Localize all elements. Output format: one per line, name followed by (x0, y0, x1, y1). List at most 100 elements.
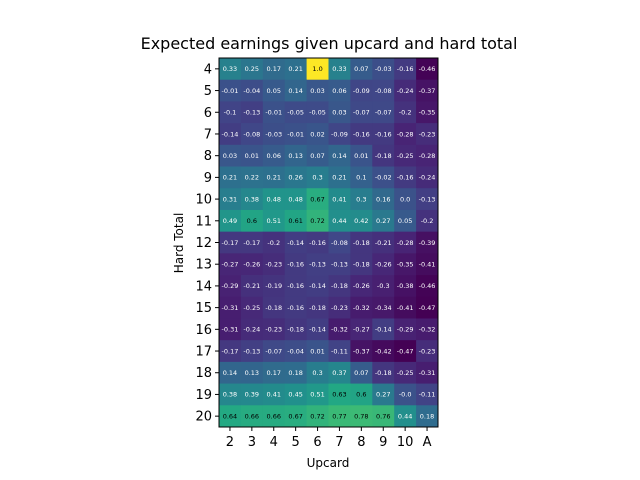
cell-value-label: 0.01 (245, 152, 259, 160)
heatmap-cell (350, 209, 373, 233)
cell-value-label: 0.21 (332, 174, 346, 182)
heatmap-cell (372, 166, 395, 189)
heatmap-cell (306, 405, 329, 428)
cell-value-label: -0.13 (331, 261, 348, 269)
x-tick-label: 9 (379, 435, 387, 450)
y-tick-label: 10 (195, 193, 212, 208)
cell-value-label: 0.07 (310, 152, 324, 160)
cell-value-label: -0.18 (375, 369, 392, 377)
heatmap-cell (350, 253, 373, 276)
cell-value-label: 0.66 (267, 412, 281, 420)
cell-value-label: -0.17 (222, 239, 239, 247)
cell-value-label: -0.14 (309, 282, 326, 290)
y-tick-label: 15 (195, 301, 212, 316)
cell-value-label: 0.25 (245, 65, 259, 73)
cell-value-label: -0.08 (331, 239, 348, 247)
cell-value-label: -0.18 (287, 326, 304, 334)
heatmap-cell (284, 58, 307, 81)
heatmap-cell (219, 231, 242, 254)
cell-value-label: -0.28 (397, 130, 414, 138)
cell-value-label: 0.3 (312, 369, 322, 377)
heatmap-cell (262, 231, 286, 254)
cell-value-label: -0.16 (375, 130, 392, 138)
heatmap-cell (394, 340, 417, 363)
cell-value-label: 0.48 (288, 195, 302, 203)
heatmap-cell (350, 144, 373, 167)
heatmap-cell (306, 101, 329, 124)
heatmap-cell (306, 144, 329, 167)
cell-value-label: -0.25 (243, 304, 260, 312)
cell-value-label: 0.1 (356, 174, 366, 182)
cell-value-label: 0.03 (223, 152, 237, 160)
y-tick-label: 4 (204, 62, 212, 77)
cell-value-label: 0.21 (267, 174, 281, 182)
cell-value-label: -0.18 (309, 304, 326, 312)
heatmap-cell (306, 296, 329, 319)
heatmap-cell (240, 166, 264, 189)
heatmap-cell (416, 101, 439, 124)
heatmap-cell (372, 405, 395, 428)
cell-value-label: -0.23 (331, 304, 348, 312)
y-tick-label: 14 (195, 279, 212, 294)
x-tick-label: 8 (357, 435, 365, 450)
heatmap-cell (372, 318, 395, 341)
heatmap-cell (219, 340, 242, 363)
heatmap-cell (328, 144, 351, 167)
cell-value-label: 0.44 (398, 412, 412, 420)
heatmap-cell (262, 275, 286, 298)
x-tick-label: 4 (270, 435, 278, 450)
cell-value-label: -0.29 (397, 326, 414, 334)
cell-value-label: 0.38 (245, 195, 259, 203)
cell-value-label: 0.41 (332, 195, 346, 203)
cell-value-label: -0.32 (419, 326, 436, 334)
y-tick-label: 6 (204, 106, 212, 121)
heatmap-cell (416, 361, 439, 384)
x-axis-label: Upcard (307, 456, 350, 470)
cell-value-label: -0.17 (222, 347, 239, 355)
cell-value-label: 0.13 (288, 152, 302, 160)
heatmap-cell (416, 144, 439, 167)
cell-value-label: -0.2 (267, 239, 280, 247)
cell-value-label: -0.02 (375, 174, 392, 182)
heatmap-cell (240, 144, 264, 167)
cell-value-label: 0.16 (376, 195, 390, 203)
heatmap-cell (240, 79, 264, 102)
heatmap-cell (219, 79, 242, 102)
cell-value-label: -0.23 (265, 261, 282, 269)
heatmap-cell (284, 405, 307, 428)
cell-value-label: -0.46 (419, 65, 436, 73)
chart-title: Expected earnings given upcard and hard … (141, 34, 518, 53)
heatmap-cell (372, 275, 395, 298)
cell-value-label: -0.26 (375, 261, 392, 269)
cell-value-label: 0.14 (223, 369, 237, 377)
heatmap-cell (350, 231, 373, 254)
cell-value-label: -0.16 (397, 65, 414, 73)
heatmap-cell (416, 166, 439, 189)
cell-value-label: -0.21 (375, 239, 392, 247)
cell-value-label: 0.27 (376, 391, 390, 399)
cell-value-label: -0.16 (397, 174, 414, 182)
cell-value-label: -0.1 (224, 109, 237, 117)
heatmap-cell (328, 166, 351, 189)
x-tick-label: 2 (226, 435, 234, 450)
heatmap-cell (240, 340, 264, 363)
heatmap-cell (394, 296, 417, 319)
heatmap-cell (416, 209, 439, 233)
heatmap-cell (219, 253, 242, 276)
heatmap-cell (262, 318, 286, 341)
heatmap-cell (284, 361, 307, 384)
heatmap-cell (394, 383, 417, 406)
x-tick-label: 7 (335, 435, 343, 450)
cell-value-label: -0.28 (419, 152, 436, 160)
heatmap-cell (284, 275, 307, 298)
heatmap-cells (219, 58, 439, 428)
y-tick-label: 18 (195, 366, 212, 381)
y-tick-label: 16 (195, 323, 212, 338)
heatmap-cell (306, 361, 329, 384)
cell-value-label: 0.03 (332, 109, 346, 117)
heatmap-cell (219, 275, 242, 298)
heatmap-cell (372, 340, 395, 363)
heatmap-cell (284, 79, 307, 102)
cell-value-label: 0.6 (247, 217, 257, 225)
cell-value-label: -0.23 (265, 326, 282, 334)
